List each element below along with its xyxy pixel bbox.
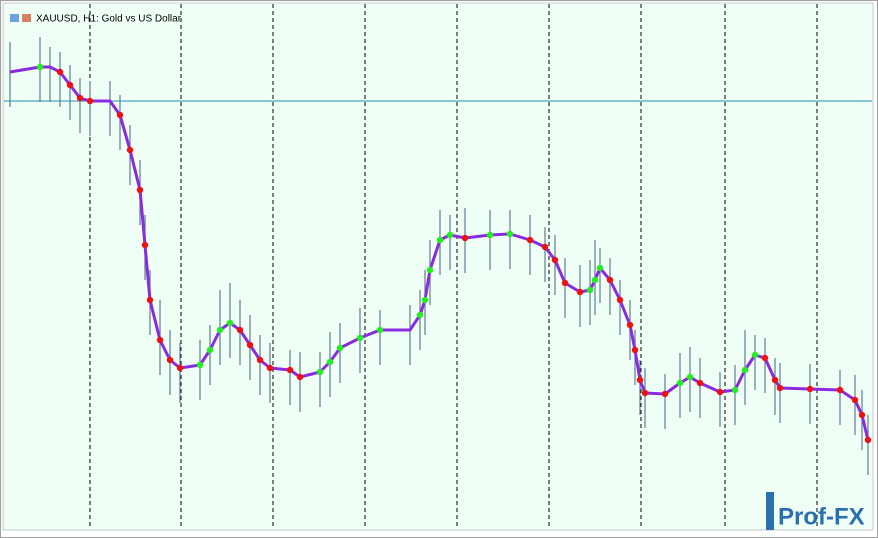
signal-dot	[741, 366, 749, 374]
signal-dot	[561, 279, 569, 287]
signal-dot	[86, 97, 94, 105]
signal-dot	[146, 296, 154, 304]
signal-dot	[776, 384, 784, 392]
signal-dot	[166, 356, 174, 364]
signal-dot	[316, 368, 324, 376]
signal-dot	[751, 351, 759, 359]
signal-dot	[716, 388, 724, 396]
signal-dot	[761, 354, 769, 362]
signal-dot	[36, 63, 44, 71]
signal-dot	[76, 94, 84, 102]
signal-dot	[461, 234, 469, 242]
signal-dot	[626, 321, 634, 329]
signal-dot	[606, 276, 614, 284]
signal-dot	[616, 296, 624, 304]
signal-dot	[141, 241, 149, 249]
signal-dot	[126, 146, 134, 154]
signal-dot	[376, 326, 384, 334]
logo-mark	[766, 492, 774, 530]
signal-dot	[356, 334, 364, 342]
signal-dot	[336, 344, 344, 352]
signal-dot	[286, 366, 294, 374]
signal-dot	[506, 230, 514, 238]
signal-dot	[858, 411, 866, 419]
signal-dot	[136, 186, 144, 194]
signal-dot	[661, 390, 669, 398]
signal-dot	[236, 326, 244, 334]
signal-dot	[116, 111, 124, 119]
signal-dot	[851, 396, 859, 404]
signal-dot	[66, 81, 74, 89]
signal-dot	[576, 288, 584, 296]
signal-dot	[226, 319, 234, 327]
signal-dot	[596, 264, 604, 272]
signal-dot	[686, 373, 694, 381]
signal-dot	[731, 386, 739, 394]
signal-dot	[296, 373, 304, 381]
signal-dot	[421, 296, 429, 304]
signal-dot	[56, 68, 64, 76]
signal-dot	[156, 336, 164, 344]
signal-dot	[551, 256, 559, 264]
logo: Prof-FX	[778, 503, 865, 530]
plot-area	[2, 2, 874, 531]
signal-dot	[836, 386, 844, 394]
signal-dot	[436, 236, 444, 244]
signal-dot	[486, 231, 494, 239]
signal-dot	[426, 266, 434, 274]
signal-dot	[636, 376, 644, 384]
signal-dot	[206, 346, 214, 354]
signal-dot	[591, 276, 599, 284]
signal-dot	[326, 358, 334, 366]
chart-title: XAUUSD, H1: Gold vs US Dollar	[36, 14, 182, 25]
icon	[10, 14, 19, 22]
signal-dot	[806, 385, 814, 393]
signal-dot	[246, 341, 254, 349]
indicator-line	[9, 65, 870, 441]
signal-dot	[176, 364, 184, 372]
signal-dot	[641, 389, 649, 397]
marks	[4, 4, 872, 529]
signal-dot	[631, 346, 639, 354]
signal-dot	[864, 436, 872, 444]
signal-dot	[696, 379, 704, 387]
signal-dot	[196, 361, 204, 369]
signal-dot	[216, 326, 224, 334]
signal-dot	[586, 286, 594, 294]
signal-dot	[446, 231, 454, 239]
signal-dot	[541, 243, 549, 251]
signal-dot	[256, 356, 264, 364]
signal-dot	[676, 379, 684, 387]
signal-dot	[526, 236, 534, 244]
signal-dot	[266, 364, 274, 372]
signal-dot	[771, 376, 779, 384]
signal-dot	[416, 311, 424, 319]
icon	[22, 14, 31, 22]
